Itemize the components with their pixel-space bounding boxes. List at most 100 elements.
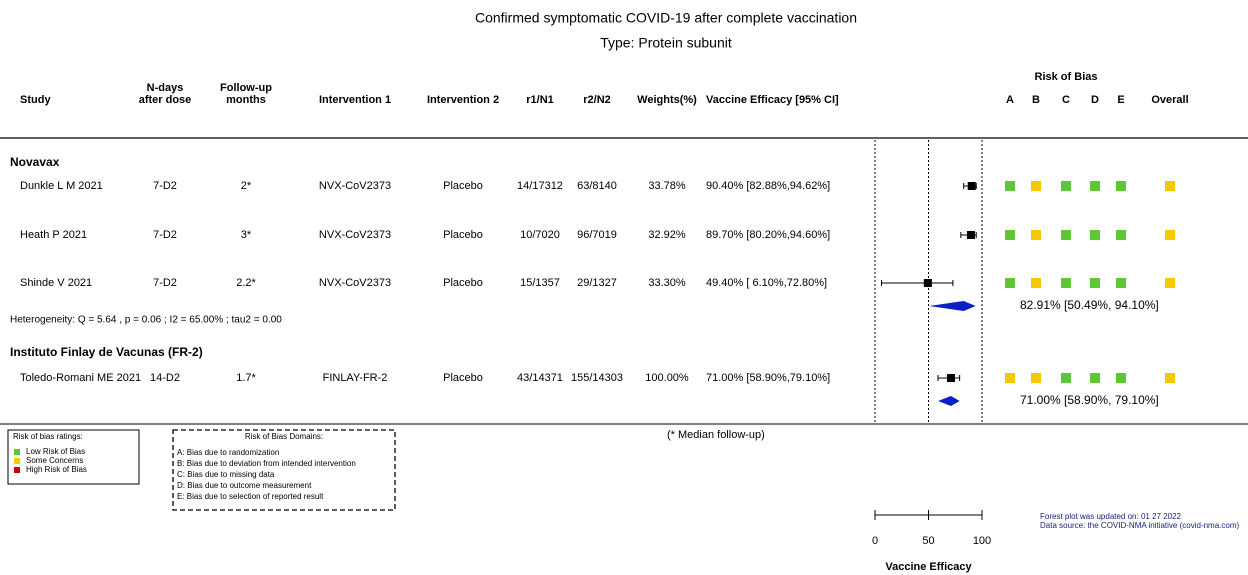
study-cell: 7-D2 <box>153 229 177 241</box>
rob-header: B <box>1032 94 1040 106</box>
column-header: Intervention 2 <box>427 94 499 106</box>
column-header: Study <box>20 94 51 106</box>
study-cell: Placebo <box>443 229 483 241</box>
study-cell: 2* <box>241 180 252 192</box>
column-header: Vaccine Efficacy [95% CI] <box>706 94 839 106</box>
estimate-square <box>923 279 932 287</box>
study-cell: 33.78% <box>648 180 686 192</box>
rob-square <box>1005 278 1015 288</box>
x-tick-label: 0 <box>872 535 878 547</box>
rob-title: Risk of Bias <box>1035 71 1098 83</box>
study-cell: 29/1327 <box>577 277 617 289</box>
rob-square <box>1090 230 1100 240</box>
study-cell: Toledo-Romani ME 2021 <box>20 372 141 384</box>
legend-swatch <box>14 458 20 464</box>
rob-square <box>1031 278 1041 288</box>
column-header: Weights(%) <box>637 94 697 106</box>
heterogeneity: Heterogeneity: Q = 5.64 , p = 0.06 ; I2 … <box>10 315 282 326</box>
rob-square <box>1116 181 1126 191</box>
study-cell: 7-D2 <box>153 180 177 192</box>
pooled-label: 71.00% [58.90%, 79.10%] <box>1020 393 1159 407</box>
study-cell: FINLAY-FR-2 <box>323 372 388 384</box>
rob-square <box>1005 373 1015 383</box>
column-header: N-days <box>147 82 184 94</box>
column-header: after dose <box>139 94 192 106</box>
rob-square <box>1061 181 1071 191</box>
rob-legend-title: Risk of bias ratings: <box>13 432 83 441</box>
study-cell: 100.00% <box>645 372 689 384</box>
rob-square <box>1090 373 1100 383</box>
legend-swatch <box>14 467 20 473</box>
study-cell: 32.92% <box>648 229 686 241</box>
study-cell: 90.40% [82.88%,94.62%] <box>706 180 830 192</box>
column-header: r1/N1 <box>526 94 554 106</box>
rob-square <box>1005 230 1015 240</box>
rob-square <box>1031 230 1041 240</box>
legend-label: Low Risk of Bias <box>26 447 85 456</box>
legend-label: High Risk of Bias <box>26 465 87 474</box>
study-cell: Placebo <box>443 180 483 192</box>
domain-item: D: Bias due to outcome measurement <box>177 481 312 490</box>
rob-square <box>1165 373 1175 383</box>
study-cell: 14-D2 <box>150 372 180 384</box>
rob-square <box>1165 278 1175 288</box>
study-cell: Placebo <box>443 277 483 289</box>
study-cell: 15/1357 <box>520 277 560 289</box>
column-header: Follow-up <box>220 82 272 94</box>
domains-box <box>172 429 396 511</box>
rob-square <box>1061 230 1071 240</box>
rob-header: C <box>1062 94 1070 106</box>
group-name: Novavax <box>10 155 60 169</box>
study-cell: 7-D2 <box>153 277 177 289</box>
rob-square <box>1031 373 1041 383</box>
source-note: Data source: the COVID-NMA initiative (c… <box>1040 521 1240 530</box>
footnote: (* Median follow-up) <box>667 429 765 441</box>
pooled-diamond <box>938 396 960 406</box>
group-name: Instituto Finlay de Vacunas (FR-2) <box>10 345 203 359</box>
estimate-square <box>966 231 975 239</box>
pooled-label: 82.91% [50.49%, 94.10%] <box>1020 298 1159 312</box>
title: Confirmed symptomatic COVID-19 after com… <box>475 10 857 26</box>
x-axis-label: Vaccine Efficacy <box>885 561 972 573</box>
rob-header: D <box>1091 94 1099 106</box>
rob-header: A <box>1006 94 1014 106</box>
pooled-diamond <box>929 301 976 311</box>
study-cell: Heath P 2021 <box>20 229 87 241</box>
study-cell: 63/8140 <box>577 180 617 192</box>
estimate-square <box>967 182 976 190</box>
column-header: r2/N2 <box>583 94 611 106</box>
rob-square <box>1090 181 1100 191</box>
domains-title: Risk of Bias Domains: <box>245 432 323 441</box>
estimate-square <box>946 374 955 382</box>
study-cell: 14/17312 <box>517 180 563 192</box>
study-cell: Placebo <box>443 372 483 384</box>
rob-square <box>1165 181 1175 191</box>
rob-square <box>1061 373 1071 383</box>
rob-square <box>1165 230 1175 240</box>
study-cell: 10/7020 <box>520 229 560 241</box>
rob-square <box>1005 181 1015 191</box>
legend-swatch <box>14 449 20 455</box>
study-cell: NVX-CoV2373 <box>319 277 391 289</box>
subtitle: Type: Protein subunit <box>600 35 732 51</box>
rob-square <box>1090 278 1100 288</box>
study-cell: 2.2* <box>236 277 256 289</box>
source-note: Forest plot was updated on: 01 27 2022 <box>1040 512 1182 521</box>
x-tick-label: 100 <box>973 535 991 547</box>
study-cell: 1.7* <box>236 372 256 384</box>
study-cell: 3* <box>241 229 252 241</box>
study-cell: 33.30% <box>648 277 686 289</box>
study-cell: 71.00% [58.90%,79.10%] <box>706 372 830 384</box>
domain-item: E: Bias due to selection of reported res… <box>177 492 324 501</box>
rob-square <box>1031 181 1041 191</box>
study-cell: Shinde V 2021 <box>20 277 92 289</box>
legend-label: Some Concerns <box>26 456 83 465</box>
x-tick-label: 50 <box>922 535 934 547</box>
rob-legend-box <box>7 429 140 485</box>
study-cell: 96/7019 <box>577 229 617 241</box>
study-cell: NVX-CoV2373 <box>319 229 391 241</box>
column-header: months <box>226 94 266 106</box>
study-cell: 89.70% [80.20%,94.60%] <box>706 229 830 241</box>
study-cell: 155/14303 <box>571 372 623 384</box>
